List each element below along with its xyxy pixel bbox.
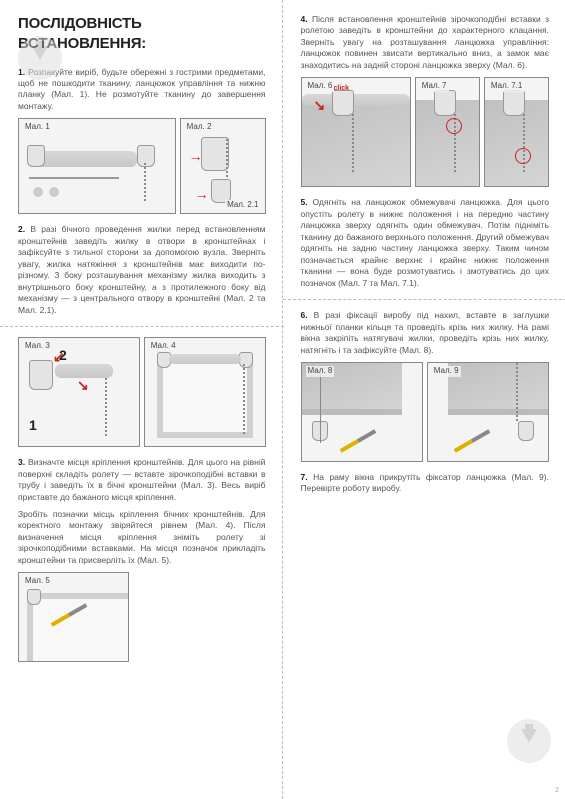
step-5: 5. Одягніть на ланцюжок обмежувачі ланцю… [301,197,550,289]
figure-row-3: Мал. 5 [18,572,266,662]
step-4-text: Після встановлення кронштейнів зірочкопо… [301,14,550,70]
step-3a: 3. Визначте місця кріплення кронштейнів.… [18,457,266,503]
figure-row-4: Мал. 6 click ↘ Мал. 7 Мал. 7.1 [301,77,550,187]
fig-label: Мал. 2 [185,122,214,133]
fig-label: Мал. 7.1 [489,81,524,92]
step-3a-text: Визначте місця кріплення кронштейнів. Дл… [18,457,266,501]
click-label: click [334,84,350,93]
right-column: 4. Після встановлення кронштейнів зірочк… [283,0,565,799]
figure-9: Мал. 9 [427,362,549,462]
fig-label: Мал. 1 [23,122,52,133]
fig-label: Мал. 4 [149,341,178,352]
step-2-text: В разі бічного проведення жилки перед вс… [18,224,266,314]
watermark-icon [18,36,62,80]
figure-4: Мал. 4 [144,337,266,447]
callout-2: 2 [59,346,67,365]
page: ПОСЛІДОВНІСТЬ ВСТАНОВЛЕННЯ: 1. Розпакуйт… [0,0,565,799]
figure-row-2: Мал. 3 ↗ ↘ 1 2 Мал. 4 [18,337,266,447]
step-4: 4. Після встановлення кронштейнів зірочк… [301,14,550,71]
step-7: 7. На раму вікна прикрутіть фіксатор лан… [301,472,550,495]
figure-spacer [133,572,266,662]
step-6: 6. В разі фіксації виробу під нахил, вст… [301,310,550,356]
step-3b: Зробіть позначки місць кріплення бічних … [18,509,266,566]
figure-7-1: Мал. 7.1 [484,77,549,187]
page-number: 2 [555,786,559,795]
fig-label: Мал. 6 [306,81,335,92]
fig-label: Мал. 7 [420,81,449,92]
figure-row-1: Мал. 1 Мал. 2 → Мал. 2.1 → [18,118,266,214]
figure-5: Мал. 5 [18,572,129,662]
left-column: ПОСЛІДОВНІСТЬ ВСТАНОВЛЕННЯ: 1. Розпакуйт… [0,0,283,799]
figure-8: Мал. 8 [301,362,423,462]
step-6-text: В разі фіксації виробу під нахил, вставт… [301,310,550,354]
figure-3: Мал. 3 ↗ ↘ 1 2 [18,337,140,447]
callout-1: 1 [29,416,37,435]
step-7-text: На раму вікна прикрутіть фіксатор ланцюж… [301,472,549,493]
figure-row-5: Мал. 8 Мал. 9 [301,362,550,462]
figure-1: Мал. 1 [18,118,176,214]
step-5-text: Одягніть на ланцюжок обмежувачі ланцюжка… [301,197,550,287]
fig-label: Мал. 9 [432,366,461,377]
watermark-icon [507,719,551,763]
figure-7: Мал. 7 [415,77,480,187]
fig-label: Мал. 2.1 [225,200,260,211]
fig-label: Мал. 8 [306,366,335,377]
figure-2: Мал. 2 → Мал. 2.1 → [180,118,266,214]
fig-label: Мал. 3 [23,341,52,352]
figure-6: Мал. 6 click ↘ [301,77,411,187]
section-divider [283,299,565,300]
section-divider [0,326,284,327]
step-2: 2. В разі бічного проведення жилки перед… [18,224,266,316]
fig-label: Мал. 5 [23,576,52,587]
